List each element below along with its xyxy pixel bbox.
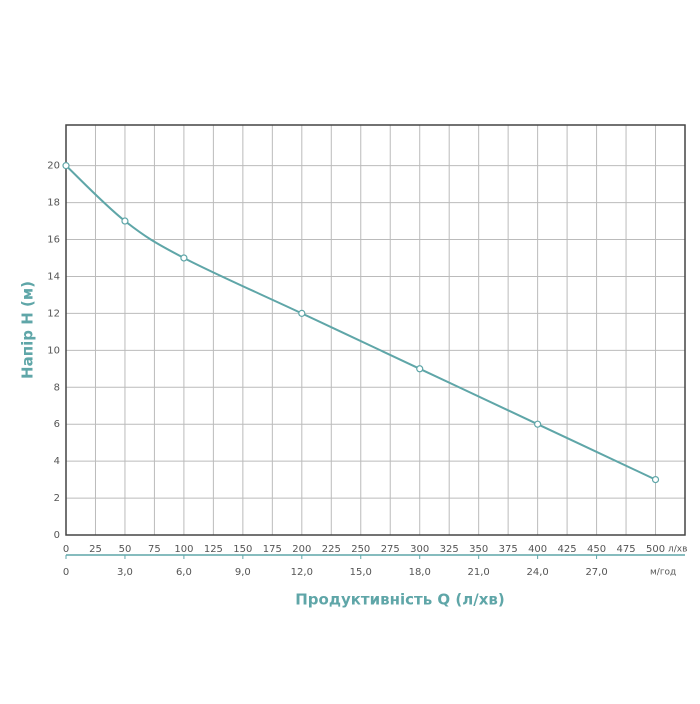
x2-tick-label: 9,0 (235, 567, 251, 578)
y-tick-label: 10 (47, 345, 60, 356)
x-unit: л/хв (668, 545, 687, 555)
x2-tick-label: 27,0 (585, 567, 607, 578)
x-tick-label: 200 (292, 544, 311, 555)
y-axis-title: Напір H (м) (19, 281, 37, 379)
x-tick-label: 500 (646, 544, 665, 555)
x-tick-label: 325 (440, 544, 459, 555)
x-tick-label: 250 (351, 544, 370, 555)
x2-tick-label: 3,0 (117, 567, 133, 578)
x2-tick-label: 24,0 (526, 567, 548, 578)
x2-tick-label: 21,0 (468, 567, 490, 578)
x-tick-label: 25 (89, 544, 102, 555)
y-tick-label: 20 (47, 161, 60, 172)
y-tick-label: 4 (54, 456, 60, 467)
y-tick-label: 12 (47, 308, 60, 319)
point (180, 254, 188, 262)
x-tick-label: 400 (528, 544, 547, 555)
x-tick-label: 100 (174, 544, 193, 555)
x-tick-label: 0 (63, 544, 69, 555)
x-tick-label: 175 (263, 544, 282, 555)
x2-tick-label: 12,0 (291, 567, 313, 578)
x2-tick-label: 0 (63, 567, 69, 578)
x-tick-label: 425 (558, 544, 577, 555)
point (62, 162, 70, 170)
y-tick-label: 0 (54, 530, 60, 541)
x-tick-label: 225 (322, 544, 341, 555)
x-tick-label: 450 (587, 544, 606, 555)
x-axis-title: Продуктивність Q (л/хв) (295, 591, 504, 609)
x-tick-label: 50 (119, 544, 132, 555)
x2-tick-label: 6,0 (176, 567, 192, 578)
x-tick-label: 75 (148, 544, 161, 555)
x-tick-label: 125 (204, 544, 223, 555)
x-tick-label: 375 (499, 544, 518, 555)
x-tick-label: 150 (233, 544, 252, 555)
plot-frame (65, 124, 686, 536)
point (534, 420, 542, 428)
y-tick-label: 18 (47, 198, 60, 209)
y-tick-label: 6 (54, 419, 60, 430)
point (121, 217, 129, 225)
y-tick-label: 2 (54, 493, 60, 504)
x-tick-label: 275 (381, 544, 400, 555)
y-tick-label: 14 (47, 271, 60, 282)
x2-tick-label: 18,0 (409, 567, 431, 578)
point (416, 365, 424, 373)
x-tick-label: 300 (410, 544, 429, 555)
x-tick-label: 350 (469, 544, 488, 555)
x2-unit: м/год (650, 568, 676, 578)
y-tick-label: 16 (47, 235, 60, 246)
x2-tick-label: 15,0 (350, 567, 372, 578)
point (298, 309, 306, 317)
y-tick-label: 8 (54, 382, 60, 393)
point (651, 475, 660, 484)
x-tick-label: 475 (617, 544, 636, 555)
